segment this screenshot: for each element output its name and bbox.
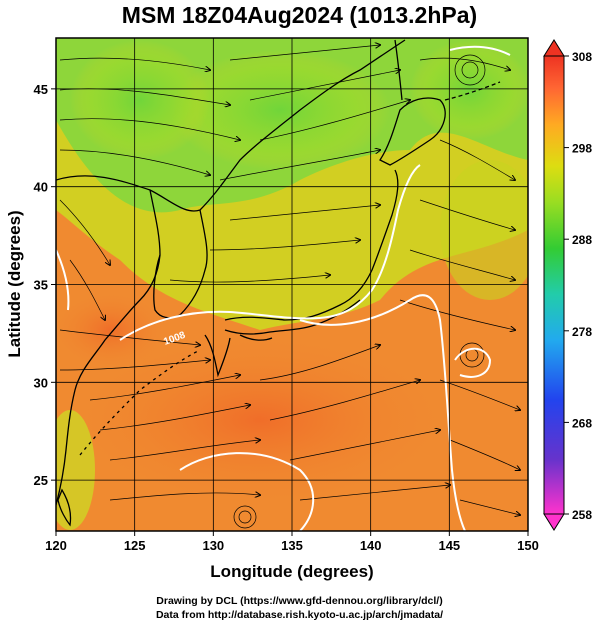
colorbar-tick-label: 268	[572, 416, 592, 430]
y-axis-ticks: 25 30 35 40 45	[34, 82, 56, 488]
x-tick-label: 120	[45, 538, 67, 553]
x-tick-label: 140	[360, 538, 382, 553]
x-tick-label: 145	[438, 538, 460, 553]
colorbar-tick-label: 288	[572, 233, 592, 247]
map-title: MSM 18Z04Aug2024 (1013.2hPa)	[121, 2, 478, 28]
x-tick-label: 135	[281, 538, 303, 553]
colorbar-tick-label: 278	[572, 325, 592, 339]
colorbar-tick-label: 308	[572, 50, 592, 64]
x-tick-label: 125	[124, 538, 146, 553]
y-axis-label: Latitude (degrees)	[5, 210, 24, 357]
x-axis-ticks: 120 125 130 135 140 145 150	[45, 531, 539, 553]
colorbar-max-triangle	[543, 39, 565, 57]
y-tick-label: 35	[34, 278, 48, 293]
credit-data-source: Data from http://database.rish.kyoto-u.a…	[155, 609, 444, 621]
colorbar-tick-label: 258	[572, 508, 592, 522]
colorbar-min-triangle	[543, 513, 565, 531]
isobars	[56, 45, 511, 531]
colorbar-tick-label: 298	[572, 142, 592, 156]
colorbar: 258 268 278 288 298 308	[543, 39, 592, 531]
colorbar-scale	[543, 55, 565, 515]
y-tick-label: 30	[34, 375, 48, 390]
y-tick-label: 45	[34, 82, 48, 97]
credit-drawing: Drawing by DCL (https://www.gfd-dennou.o…	[156, 595, 443, 607]
y-tick-label: 40	[34, 180, 48, 195]
y-tick-label: 25	[34, 473, 48, 488]
x-tick-label: 130	[202, 538, 224, 553]
x-axis-label: Longitude (degrees)	[210, 562, 373, 581]
x-tick-label: 150	[517, 538, 539, 553]
